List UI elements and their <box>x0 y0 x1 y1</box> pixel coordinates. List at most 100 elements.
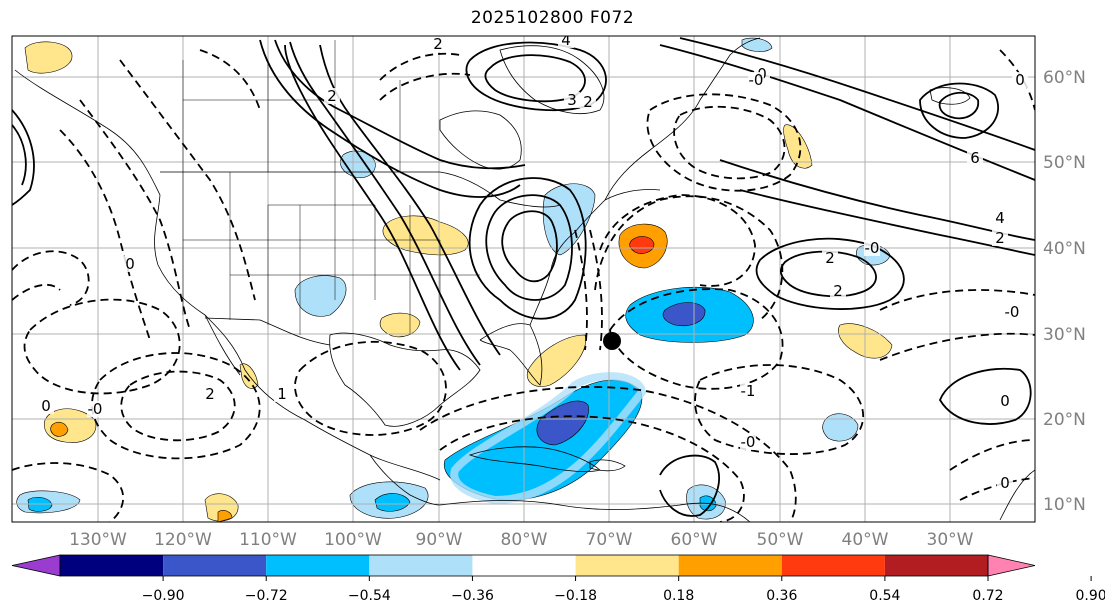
coast-florida <box>479 323 543 386</box>
contour-neg-atl-4 <box>694 364 865 455</box>
contour-neg-florida-2 <box>574 229 588 351</box>
coast-gulf-mexico <box>329 332 481 427</box>
lon-label: 50°W <box>757 530 804 550</box>
contour-label: 0 <box>1000 474 1010 492</box>
contour-label-bg <box>580 94 596 110</box>
colorbar-segment <box>575 555 679 576</box>
colorbar-tick-label: 0.90 <box>1076 588 1105 604</box>
latitude-labels: 10°N 20°N 30°N 40°N 50°N 60°N <box>1043 68 1086 515</box>
contour-label: -0 <box>865 239 880 257</box>
contour-label: 0 <box>1000 392 1010 410</box>
colorbar-segment <box>781 555 885 576</box>
contour-ne-atl <box>919 82 1000 139</box>
contour-neg-atl-1 <box>599 194 756 287</box>
contour-label: 2 <box>583 93 593 111</box>
contour-label: 2 <box>433 35 443 53</box>
contour-label: 4 <box>561 31 571 49</box>
contour-neg-west-1 <box>59 129 151 341</box>
shade-orange-pacific <box>50 421 69 437</box>
contour-ridge-canada <box>259 39 521 198</box>
contour-label-bg <box>822 250 838 266</box>
border-us-canada <box>160 171 561 208</box>
contour-east-atl <box>938 367 1032 425</box>
lon-label: 80°W <box>501 530 548 550</box>
colorbar-tick-label: 0.54 <box>869 588 900 604</box>
colorbar-tick-label: 0.72 <box>972 588 1003 604</box>
map-frame <box>11 35 1036 523</box>
contour-label: 6 <box>970 149 980 167</box>
contour-neg-top-right <box>999 49 1035 111</box>
shade-blue-bottom2 <box>374 493 411 512</box>
contour-label-bg <box>87 401 103 417</box>
contour-label-bg <box>122 256 138 272</box>
contour-neg-subtrop <box>439 415 745 522</box>
lon-label: 90°W <box>416 530 463 550</box>
shade-blue-usa <box>294 275 347 317</box>
contour-neg-subtrop-2 <box>419 386 797 522</box>
contour-label-bg <box>38 398 54 414</box>
coast-south-america <box>439 500 751 522</box>
colorbar-segment <box>678 555 782 576</box>
longitude-labels: 130°W 120°W 110°W 100°W 90°W 80°W 70°W 60°W 50°W… <box>69 530 974 550</box>
colorbar-extend-low <box>11 554 61 577</box>
coast-central-america <box>369 454 441 506</box>
contour-low-ne-us-1 <box>468 177 587 320</box>
contour-label-bg <box>864 240 880 256</box>
contour-label: 0 <box>1015 71 1025 89</box>
border-us-mexico <box>204 317 331 346</box>
colorbar-segment <box>369 555 473 576</box>
contour-neg-gulf <box>294 340 447 436</box>
colorbar-tick-label: −0.18 <box>554 588 597 604</box>
contour-label-bg <box>992 230 1008 246</box>
coast-west-africa <box>999 469 1035 521</box>
contour-label: 1 <box>277 385 287 403</box>
contour-label: -0 <box>1005 303 1020 321</box>
coastlines <box>14 37 1035 522</box>
contour-west-pacific-2 <box>12 124 27 186</box>
contour-neg-atl-3 <box>609 288 784 390</box>
contour-neg-pacific-low-3 <box>23 298 181 395</box>
contour-neg-west-3 <box>119 59 256 301</box>
contour-ridge-canada-2 <box>274 39 526 170</box>
lon-label: 30°W <box>927 530 974 550</box>
contour-label: 3 <box>567 91 577 109</box>
contour-neg-florida <box>589 229 603 351</box>
colorbar-segment <box>884 555 988 576</box>
contour-neg-pacific-low-2 <box>120 370 236 442</box>
contour-label-bg <box>1004 304 1020 320</box>
colorbar-tick-label: 0.18 <box>663 588 694 604</box>
contour-neg-north-1 <box>379 52 461 81</box>
colorbar-segment <box>266 555 370 576</box>
colorbar-segment <box>60 555 164 576</box>
lat-label: 20°N <box>1043 410 1086 430</box>
contour-label: 2 <box>995 229 1005 247</box>
contour-label: 2 <box>825 249 835 267</box>
contour-label: -0 <box>749 71 764 89</box>
contour-neg-greenland-2 <box>673 105 786 180</box>
colorbar-segment <box>472 555 576 576</box>
colorbar: −0.90 −0.72 −0.54 −0.36 −0.18 0.18 0.36 0.54 0.7… <box>11 554 1105 604</box>
colorbar-outline <box>59 554 989 577</box>
contour-label: 4 <box>995 209 1005 227</box>
lon-label: 120°W <box>154 530 212 550</box>
shade-yellow-nw <box>24 41 73 74</box>
contour-label: -1 <box>741 382 756 400</box>
contour-west-pacific <box>12 109 35 206</box>
border-canada-provinces <box>182 40 401 172</box>
lat-label: 50°N <box>1043 153 1086 173</box>
contour-jet-4 <box>739 189 1035 256</box>
contour-label-bg <box>564 92 580 108</box>
shade-yellow-greenland <box>783 124 813 169</box>
colorbar-segment <box>163 555 267 576</box>
contour-label: 0 <box>41 397 51 415</box>
contour-low-ne-us-3 <box>501 210 558 283</box>
shade-darkblue-caribbean <box>536 400 589 446</box>
contour-label-bg <box>202 386 218 402</box>
contour-label-bg <box>992 210 1008 226</box>
colorbar-tick-label: −0.90 <box>142 588 185 604</box>
contour-neg-west-edge2 <box>12 283 61 301</box>
contour-label-bg <box>997 475 1013 491</box>
